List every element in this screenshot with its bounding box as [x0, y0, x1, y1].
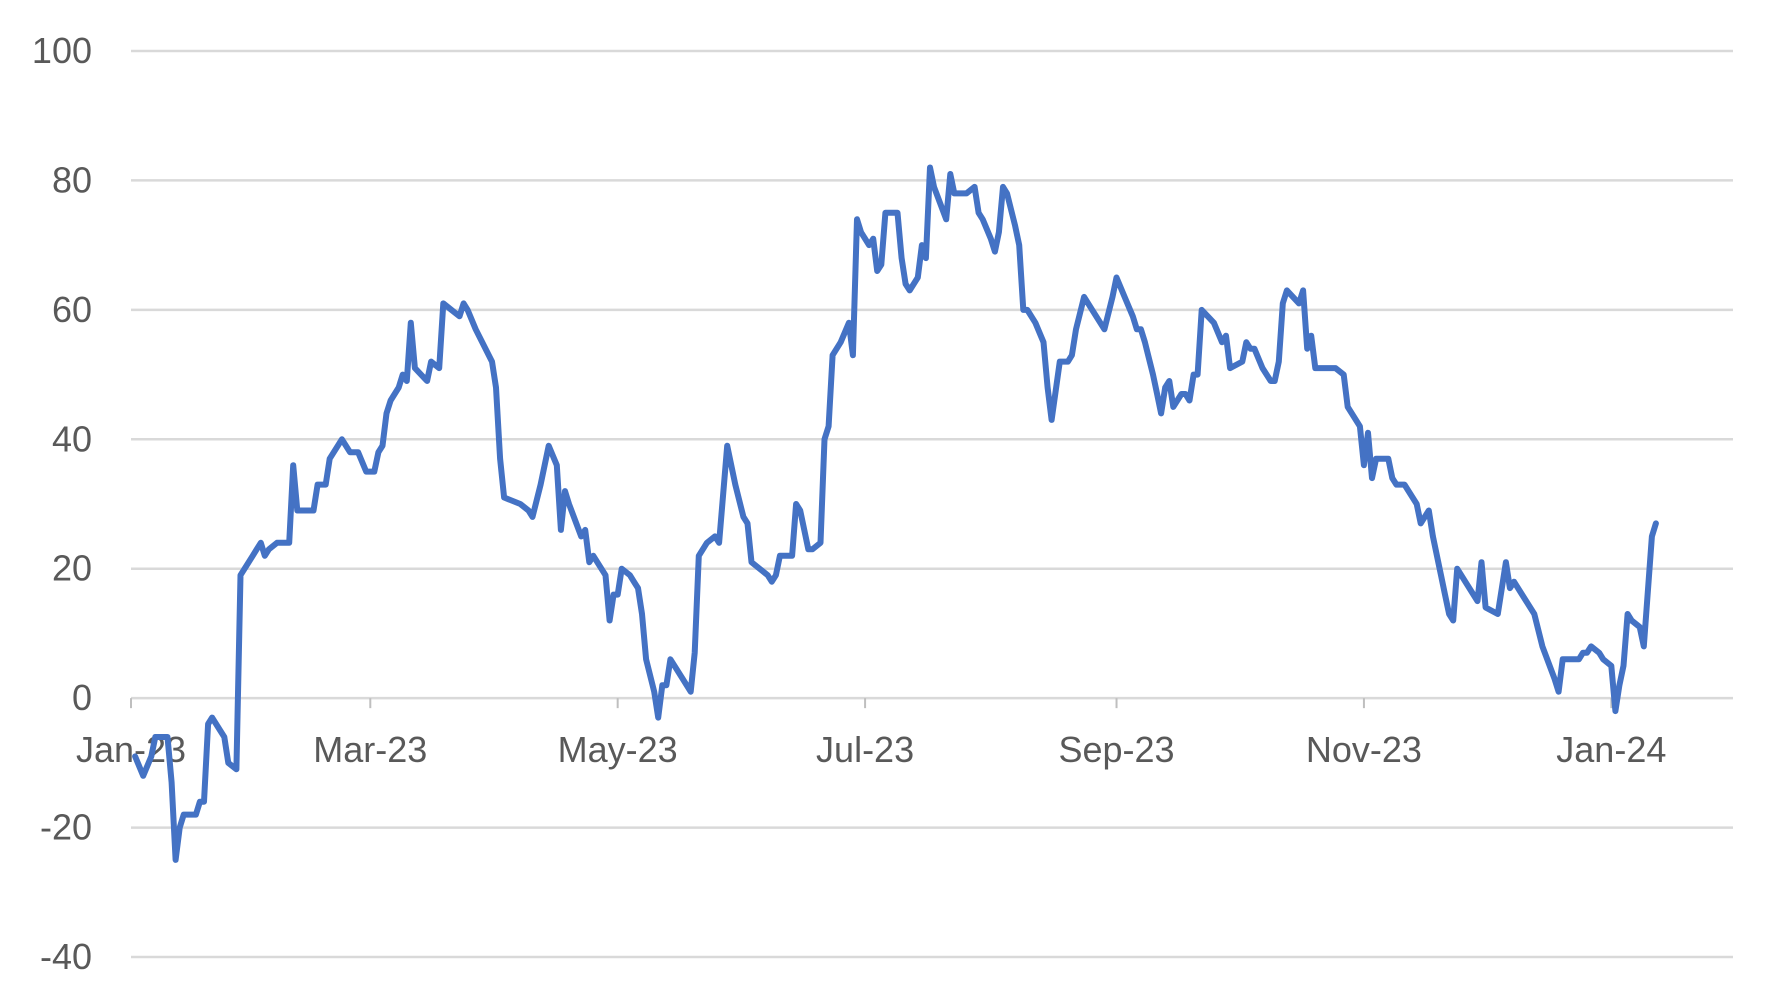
series-line — [132, 164, 1659, 863]
y-tick-label: -40 — [40, 936, 92, 977]
x-tick-label: Nov-23 — [1306, 729, 1422, 770]
x-tick-label: Jan-24 — [1556, 729, 1666, 770]
x-tick-label: Sep-23 — [1058, 729, 1174, 770]
x-tick-label: Mar-23 — [313, 729, 427, 770]
gridlines — [130, 49, 1733, 959]
series-layer — [132, 164, 1659, 863]
y-tick-label: 0 — [72, 677, 92, 718]
x-tick-label: Jul-23 — [816, 729, 914, 770]
y-tick-label: 100 — [32, 30, 92, 71]
y-tick-label: 60 — [52, 289, 92, 330]
x-tick-label: May-23 — [558, 729, 678, 770]
x-axis-tick-labels: Jan-23 Mar-23 May-23 Jul-23 Sep-23 Nov-23 Jan-… — [76, 729, 1666, 770]
y-tick-label: 80 — [52, 159, 92, 200]
y-axis-tick-labels: 100 80 60 40 20 0 -20 -40 — [32, 30, 92, 977]
y-tick-label: 40 — [52, 418, 92, 459]
y-tick-label: -20 — [40, 807, 92, 848]
y-tick-label: 20 — [52, 548, 92, 589]
